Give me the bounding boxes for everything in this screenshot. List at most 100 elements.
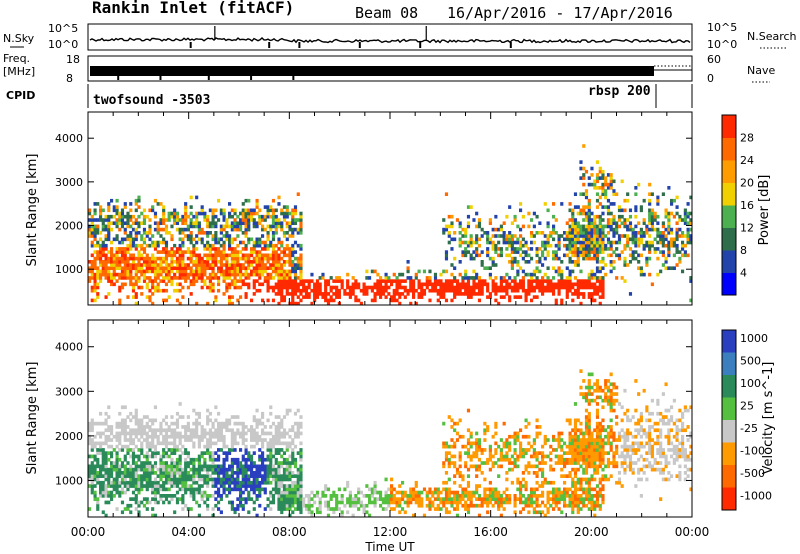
scatter-cell — [587, 240, 591, 245]
scatter-cell — [211, 484, 215, 488]
scatter-cell — [134, 292, 138, 296]
scatter-cell — [93, 444, 97, 449]
scatter-cell — [571, 247, 575, 251]
scatter-cell — [546, 282, 550, 287]
scatter-cell — [162, 247, 166, 251]
scatter-cell — [118, 480, 122, 485]
scatter-cell — [244, 431, 248, 436]
scatter-cell — [535, 451, 539, 455]
scatter-cell — [184, 434, 188, 439]
scatter-cell — [266, 418, 270, 423]
scatter-cell — [195, 263, 199, 267]
scatter-cell — [277, 467, 281, 472]
scatter-cell — [475, 490, 479, 495]
scatter-cell — [239, 256, 243, 261]
scatter-cell — [395, 279, 399, 283]
scatter-cell — [313, 494, 317, 498]
scatter-cell — [291, 269, 295, 274]
scatter-cell — [233, 218, 237, 222]
scatter-cell — [387, 292, 391, 296]
scatter-cell — [203, 451, 207, 455]
scatter-cell — [263, 431, 267, 436]
scatter-cell — [491, 282, 495, 287]
scatter-cell — [151, 205, 155, 209]
scatter-cell — [230, 441, 234, 446]
scatter-cell — [197, 253, 201, 258]
scatter-cell — [280, 441, 284, 446]
scatter-cell — [258, 448, 262, 452]
scatter-cell — [137, 467, 141, 472]
scatter-cell — [151, 464, 155, 469]
scatter-cell — [282, 285, 287, 290]
scatter-cell — [568, 224, 572, 229]
scatter-cell — [401, 507, 405, 511]
scatter-cell — [228, 263, 232, 267]
scatter-cell — [145, 507, 149, 511]
scatter-cell — [96, 202, 100, 206]
scatter-cell — [134, 282, 138, 287]
scatter-cell — [107, 474, 111, 478]
scatter-cell — [453, 461, 457, 465]
scatter-cell — [214, 247, 218, 251]
scatter-cell — [472, 269, 476, 274]
scatter-cell — [321, 276, 325, 280]
scatter-cell — [571, 227, 575, 232]
scatter-cell — [527, 461, 531, 465]
scatter-cell — [444, 224, 449, 229]
scatter-cell — [623, 279, 627, 283]
scatter-cell — [173, 253, 177, 258]
scatter-cell — [208, 441, 212, 446]
scatter-cell — [648, 243, 652, 248]
scatter-cell — [178, 497, 182, 501]
scatter-cell — [552, 231, 556, 235]
scatter-cell — [299, 292, 303, 296]
scatter-cell — [208, 250, 212, 254]
scatter-cell — [390, 507, 394, 511]
scatter-cell — [623, 263, 627, 267]
scatter-cell — [373, 484, 377, 488]
scatter-cell — [99, 263, 103, 267]
scatter-cell — [645, 224, 649, 229]
scatter-cell — [466, 494, 471, 498]
scatter-cell — [359, 288, 363, 293]
scatter-cell — [285, 471, 289, 475]
scatter-cell — [381, 285, 385, 290]
scatter-cell — [461, 490, 465, 495]
scatter-cell — [261, 240, 265, 245]
scatter-cell — [384, 288, 388, 293]
scatter-cell — [442, 282, 446, 287]
scatter-cell — [579, 282, 583, 287]
scatter-cell — [508, 253, 512, 258]
scatter-cell — [140, 487, 144, 492]
scatter-cell — [192, 253, 196, 258]
scatter-cell — [241, 240, 245, 245]
scatter-cell — [203, 464, 207, 469]
scatter-cell — [428, 269, 432, 274]
scatter-cell — [277, 224, 281, 229]
scatter-cell — [365, 494, 369, 498]
scatter-cell — [282, 295, 287, 299]
scatter-cell — [329, 276, 333, 280]
scatter-cell — [439, 295, 443, 299]
scatter-cell — [535, 434, 539, 439]
scatter-cell — [134, 487, 138, 492]
scatter-cell — [195, 301, 199, 306]
scatter-cell — [211, 253, 215, 258]
scatter-cell — [477, 467, 482, 472]
scatter-cell — [184, 457, 188, 462]
scatter-cell — [164, 461, 169, 465]
scatter-cell — [601, 276, 605, 280]
scatter-cell — [219, 425, 223, 429]
scatter-cell — [530, 490, 534, 495]
scatter-cell — [628, 237, 633, 242]
scatter-cell — [563, 285, 567, 290]
scatter-cell — [99, 211, 103, 216]
scatter-cell — [546, 208, 550, 213]
scatter-cell — [447, 285, 451, 290]
scatter-cell — [285, 260, 289, 264]
scatter-cell — [538, 510, 542, 515]
scatter-cell — [247, 214, 251, 219]
scatter-cell — [601, 288, 605, 293]
scatter-cell — [255, 250, 259, 254]
